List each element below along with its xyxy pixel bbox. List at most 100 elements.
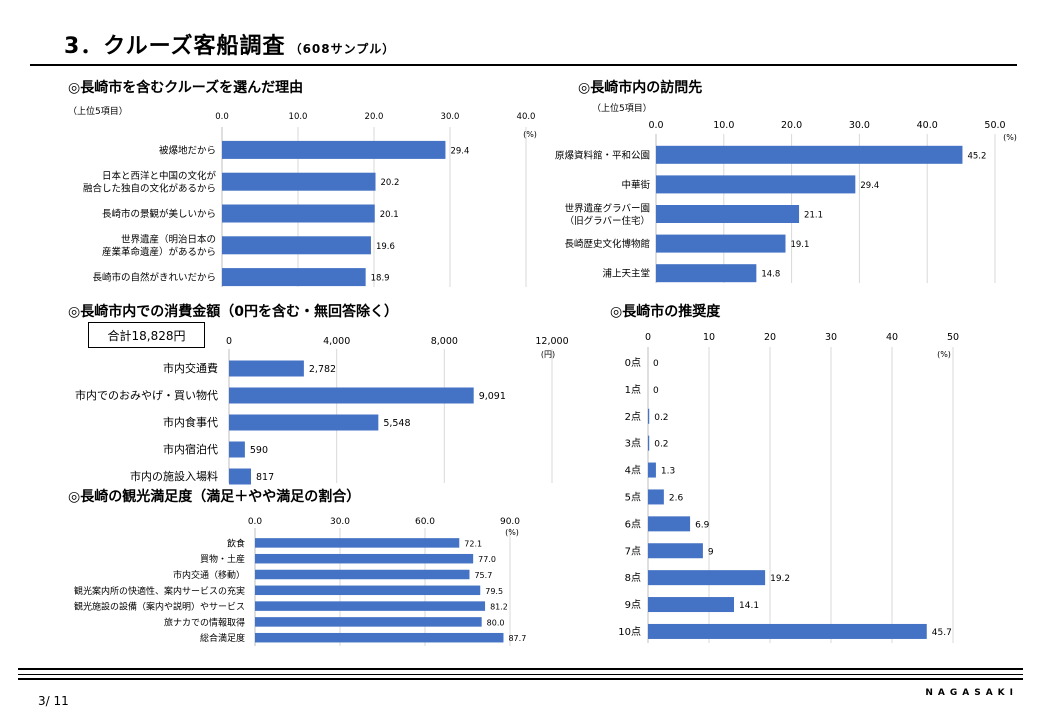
- reason-category-label: 融合した独自の文化があるから: [83, 182, 216, 194]
- spend-value-label: 590: [250, 445, 268, 456]
- satisfaction-bar: [255, 617, 482, 627]
- recommend-category-label: 5点: [625, 491, 641, 503]
- reason-bar: [222, 236, 371, 255]
- reason-category-label: 世界遺産（明治日本の: [121, 234, 216, 246]
- reason-category-label: 長崎市の自然がきれいだから: [92, 272, 216, 284]
- visit-category-label: 世界遺産グラバー園: [565, 202, 650, 214]
- reason-bar: [222, 172, 376, 191]
- recommend-category-label: 2点: [625, 411, 641, 423]
- recommend-tick-label: 50: [947, 332, 959, 343]
- footer-rule-3: [18, 678, 1023, 680]
- recommend-tick-label: 10: [703, 332, 715, 343]
- visit-value-label: 29.4: [860, 181, 879, 191]
- reason-category-label: 日本と西洋と中国の文化が: [102, 170, 217, 182]
- title-text: 3．クルーズ客船調査: [64, 34, 286, 59]
- title-divider: [30, 64, 1017, 66]
- recommend-value-label: 0.2: [654, 413, 668, 423]
- reason-tick-label: 30.0: [441, 112, 460, 122]
- visit-value-label: 14.8: [761, 270, 780, 280]
- recommend-unit-label: (%): [937, 350, 951, 359]
- recommend-bar: [648, 543, 703, 559]
- spend-unit-label: (円): [541, 350, 555, 359]
- spend-category-label: 市内食事代: [163, 415, 218, 429]
- visit-value-label: 45.2: [967, 151, 986, 161]
- satisfaction-category-label: 観光案内所の快適性、案内サービスの充実: [74, 585, 245, 597]
- satisfaction-category-label: 旅ナカでの情報取得: [164, 616, 245, 628]
- spend-tick-label: 0: [226, 336, 232, 347]
- reason-tick-label: 0.0: [215, 112, 229, 122]
- recommend-category-label: 1点: [625, 384, 641, 396]
- spend-bar: [229, 468, 251, 485]
- recommend-tick-label: 0: [645, 332, 651, 343]
- recommend-value-label: 2.6: [669, 493, 684, 503]
- spend-category-label: 市内でのおみやげ・買い物代: [75, 388, 218, 402]
- recommend-value-label: 45.7: [932, 628, 952, 638]
- satisfaction-category-label: 総合満足度: [200, 632, 245, 644]
- page-title: 3．クルーズ客船調査 （608サンプル）: [64, 28, 395, 60]
- recommend-value-label: 19.2: [770, 574, 790, 584]
- recommend-bar: [648, 623, 927, 639]
- recommend-value-label: 1.3: [661, 467, 675, 477]
- satisfaction-category-label: 観光施設の設備（案内や説明）やサービス: [74, 601, 245, 613]
- spend-value-label: 5,548: [383, 418, 410, 429]
- spend-category-label: 市内の施設入場料: [130, 469, 218, 483]
- satisfaction-value-label: 80.0: [487, 618, 505, 627]
- satisfaction-tick-label: 60.0: [415, 517, 435, 527]
- recommend-category-label: 0点: [625, 357, 641, 369]
- recommend-tick-label: 20: [764, 332, 776, 343]
- visit-tick-label: 10.0: [713, 120, 734, 131]
- recommend-bar: [648, 570, 766, 586]
- visit-category-label: 浦上天主堂: [602, 268, 650, 280]
- recommend-category-label: 3点: [625, 438, 641, 450]
- visit-value-label: 19.1: [790, 240, 809, 250]
- footer-rule-1: [18, 668, 1023, 670]
- satisfaction-tick-label: 30.0: [330, 517, 350, 527]
- visit-value-label: 21.1: [804, 211, 823, 221]
- visit-unit-label: (%): [1003, 133, 1017, 142]
- reason-value-label: 19.6: [376, 242, 395, 252]
- spend-total-box: 合計18,828円: [88, 322, 205, 348]
- reason-category-label: 被爆地だから: [159, 144, 216, 156]
- recommend-bar: [648, 462, 656, 478]
- satisfaction-category-label: 飲食: [227, 537, 245, 549]
- recommend-category-label: 9点: [625, 599, 641, 611]
- reason-tick-label: 40.0: [517, 112, 536, 122]
- visit-category-label: 中華街: [621, 179, 650, 191]
- satisfaction-bar: [255, 569, 470, 580]
- reason-category-label: 産業革命遺産）があるから: [102, 246, 216, 258]
- reason-tick-label: 10.0: [289, 112, 308, 122]
- satisfaction-value-label: 79.5: [485, 587, 503, 596]
- visit-tick-label: 40.0: [917, 120, 938, 131]
- reason-unit-label: (%): [523, 130, 537, 139]
- satisfaction-tick-label: 90.0: [500, 517, 520, 527]
- recommend-tick-label: 30: [825, 332, 837, 343]
- recommend-category-label: 6点: [625, 518, 641, 530]
- satisfaction-bar: [255, 538, 460, 548]
- sample-size: （608サンプル）: [289, 42, 396, 56]
- recommend-category-label: 8点: [625, 572, 641, 584]
- section-recommend-heading: ◎長崎市の推奨度: [610, 304, 721, 320]
- recommend-value-label: 0.2: [654, 440, 668, 450]
- spend-bar: [229, 360, 304, 377]
- visit-bar: [656, 175, 856, 194]
- reason-bar: [222, 268, 366, 287]
- reason-tick-label: 20.0: [365, 112, 384, 122]
- reason-bar: [222, 140, 446, 159]
- section-reason-heading: ◎長崎市を含むクルーズを選んだ理由: [68, 80, 304, 96]
- recommend-category-label: 7点: [625, 545, 641, 557]
- visit-bar: [656, 234, 786, 253]
- visit-category-label: 長崎歴史文化博物館: [564, 238, 650, 250]
- satisfaction-value-label: 75.7: [474, 571, 492, 580]
- satisfaction-value-label: 77.0: [478, 555, 496, 564]
- satisfaction-value-label: 87.7: [508, 634, 526, 643]
- visit-bar: [656, 205, 800, 223]
- recommend-bar: [648, 435, 650, 451]
- spend-bar: [229, 441, 245, 458]
- satisfaction-tick-label: 0.0: [248, 517, 263, 527]
- visit-bar: [656, 145, 963, 164]
- spend-value-label: 2,782: [309, 364, 336, 375]
- page-number: 3/ 11: [38, 694, 69, 708]
- spend-tick-label: 4,000: [323, 336, 350, 347]
- recommend-bar: [648, 597, 735, 613]
- visit-category-label: 原爆資料館・平和公園: [555, 149, 650, 161]
